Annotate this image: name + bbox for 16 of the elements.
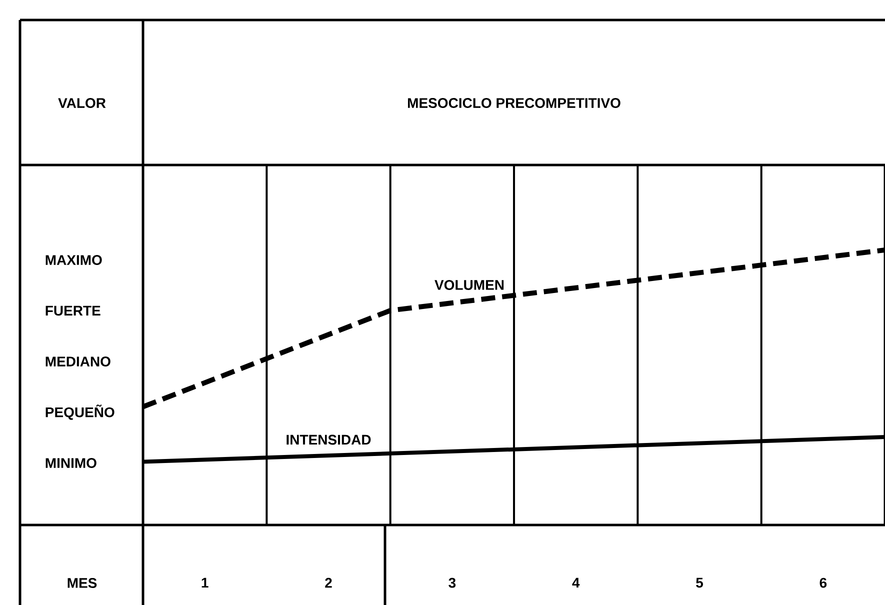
text: MAXIMO [46,255,102,265]
text: MINIMO [46,458,96,468]
x-tick-label: 2 [325,578,332,588]
x-tick-label: 6 [820,578,827,588]
x-tick-label: 5 [696,578,704,588]
text: MEDIANO [46,356,110,366]
series-label: VOLUMEN [434,280,504,290]
x-tick-label: 3 [448,578,456,588]
series-label: INTENSIDAD [286,434,371,445]
text: FUERTE [46,306,100,316]
chart-title: MESOCICLO PRECOMPETITIVO [408,98,620,108]
text: VALOR [58,98,106,108]
text: PEQUEÑO [46,404,114,420]
x-tick-label: 4 [572,578,580,588]
x-tick-label: 1 [202,578,208,588]
x-axis-title: MES [68,578,97,588]
